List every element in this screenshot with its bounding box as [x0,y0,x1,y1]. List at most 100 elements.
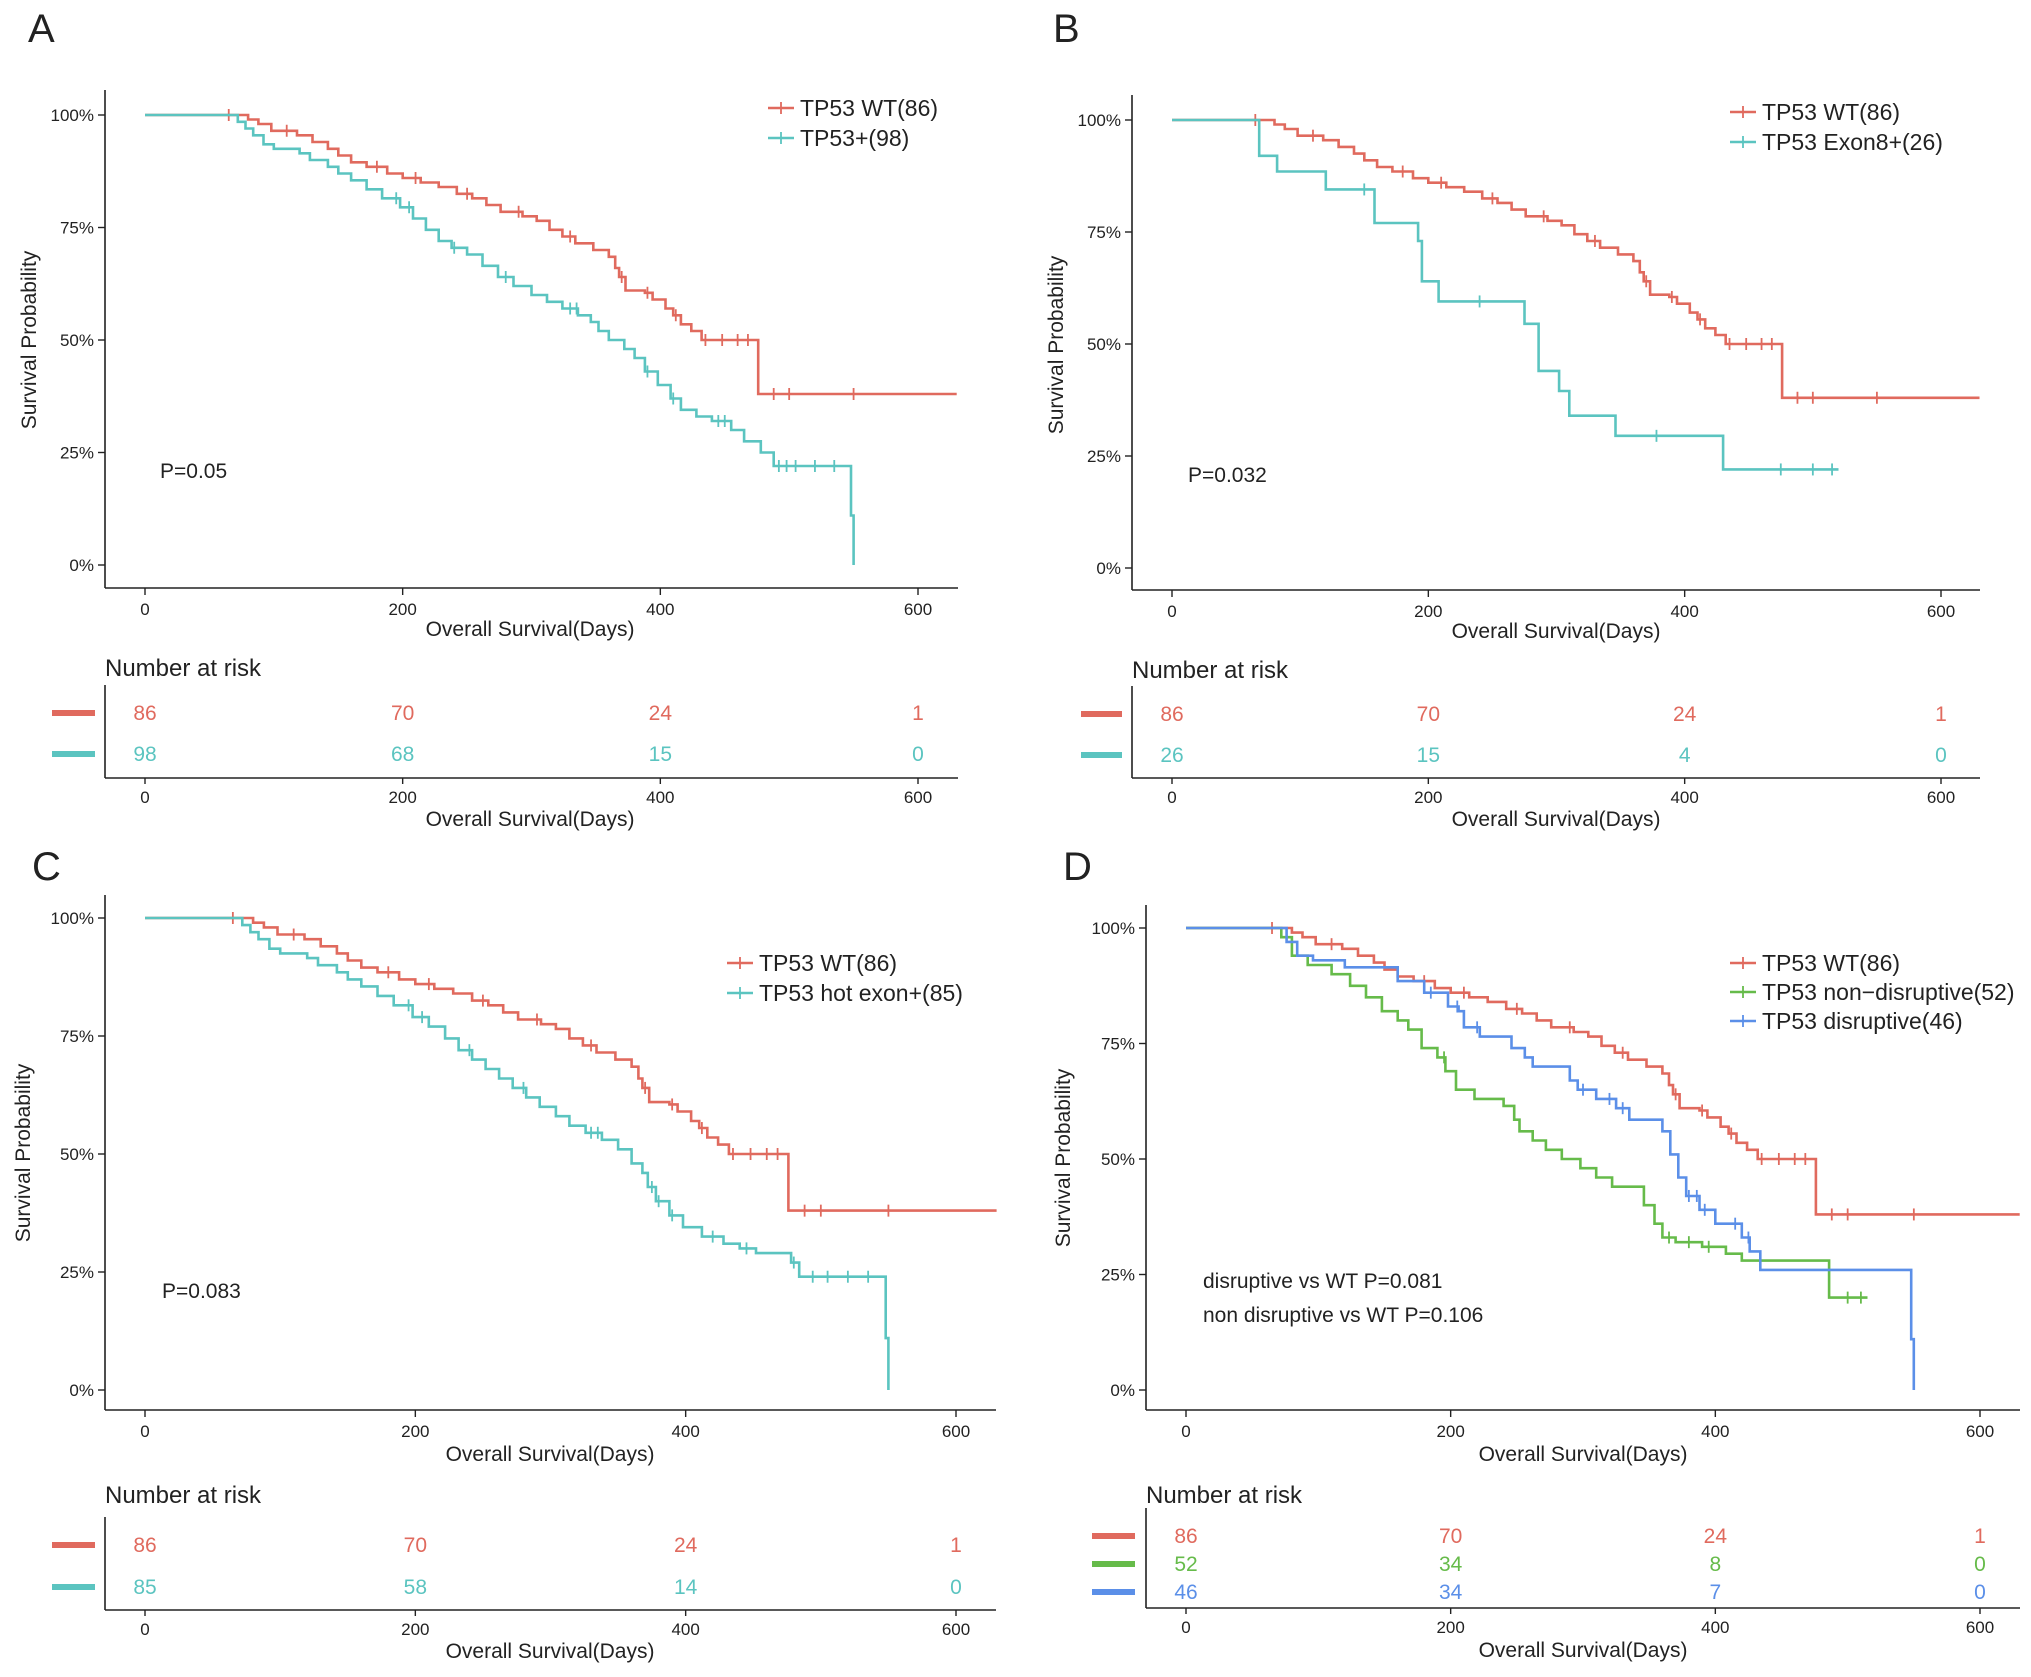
y-tick-label: 75% [1087,223,1121,242]
risk-count: 86 [1160,703,1183,726]
legend-label: TP53 hot exon+(85) [759,980,963,1006]
survival-curve-2 [1186,926,1868,1299]
risk-count: 58 [404,1576,427,1599]
legend-label: TP53 WT(86) [800,95,938,121]
risk-count: 14 [674,1576,698,1599]
risk-count: 34 [1439,1581,1463,1604]
x-tick-label: 200 [388,600,416,619]
panel-letter: C [32,845,61,889]
y-tick-label: 100% [51,909,94,928]
legend-label: TP53 Exon8+(26) [1762,129,1943,155]
risk-x-tick-label: 400 [646,788,674,807]
x-tick-label: 200 [401,1422,429,1441]
risk-count: 86 [1174,1525,1197,1548]
risk-x-tick-label: 200 [1436,1618,1464,1637]
y-tick-label: 50% [1101,1150,1135,1169]
risk-count: 8 [1709,1553,1721,1576]
survival-curve-1 [1186,926,2020,1216]
risk-count: 15 [649,743,672,766]
p-value-annotation: P=0.083 [162,1280,241,1303]
risk-x-axis-title: Overall Survival(Days) [446,1640,655,1663]
x-tick-label: 600 [1927,602,1955,621]
risk-count: 1 [1935,703,1947,726]
risk-count: 85 [133,1576,156,1599]
risk-count: 7 [1709,1581,1721,1604]
panel-letter: A [28,7,55,51]
y-tick-label: 25% [60,444,94,463]
y-tick-label: 75% [60,1027,94,1046]
y-tick-label: 0% [1110,1381,1135,1400]
y-axis-title: Survival Probability [1052,1068,1075,1247]
risk-x-tick-label: 400 [1701,1618,1729,1637]
x-tick-label: 200 [1414,602,1442,621]
risk-x-axis-title: Overall Survival(Days) [426,808,635,831]
risk-count: 0 [912,743,924,766]
risk-x-tick-label: 0 [1181,1618,1190,1637]
risk-count: 68 [391,743,414,766]
y-tick-label: 25% [1101,1266,1135,1285]
p-value-annotation: non disruptive vs WT P=0.106 [1203,1304,1483,1327]
risk-count: 26 [1160,744,1183,767]
risk-x-tick-label: 400 [671,1620,699,1639]
risk-count: 86 [133,702,156,725]
y-tick-label: 100% [51,106,94,125]
x-tick-label: 600 [942,1422,970,1441]
y-axis-title: Survival Probability [18,250,41,429]
risk-count: 24 [1704,1525,1728,1548]
y-tick-label: 100% [1092,919,1135,938]
y-axis-title: Survival Probability [1045,255,1068,434]
risk-count: 1 [950,1534,962,1557]
x-tick-label: 200 [1436,1422,1464,1441]
x-tick-label: 600 [904,600,932,619]
x-tick-label: 0 [1181,1422,1190,1441]
x-tick-label: 400 [646,600,674,619]
legend-label: TP53 WT(86) [1762,99,1900,125]
risk-count: 52 [1174,1553,1197,1576]
y-axis-title: Survival Probability [12,1063,35,1242]
risk-x-tick-label: 600 [904,788,932,807]
x-axis-title: Overall Survival(Days) [1452,620,1661,643]
risk-count: 0 [1974,1553,1986,1576]
risk-count: 34 [1439,1553,1463,1576]
risk-x-tick-label: 600 [1966,1618,1994,1637]
risk-count: 4 [1679,744,1691,767]
risk-x-axis-title: Overall Survival(Days) [1479,1639,1688,1662]
risk-count: 0 [1974,1581,1986,1604]
legend-label: TP53 disruptive(46) [1762,1008,1963,1034]
risk-count: 1 [912,702,924,725]
risk-x-tick-label: 600 [1927,788,1955,807]
risk-x-axis-title: Overall Survival(Days) [1452,808,1661,831]
risk-count: 70 [1417,703,1440,726]
p-value-annotation: P=0.032 [1188,464,1267,487]
risk-x-tick-label: 400 [1670,788,1698,807]
risk-table-title: Number at risk [1132,657,1289,684]
survival-curve-2 [145,113,855,565]
risk-count: 15 [1417,744,1440,767]
risk-table-title: Number at risk [1146,1482,1303,1509]
y-tick-label: 25% [60,1263,94,1282]
risk-count: 98 [133,743,156,766]
risk-count: 0 [950,1576,962,1599]
x-axis-title: Overall Survival(Days) [446,1443,655,1466]
x-axis-title: Overall Survival(Days) [1479,1443,1688,1466]
y-tick-label: 0% [69,1381,94,1400]
survival-curve-1 [1172,118,1980,400]
risk-count: 24 [674,1534,698,1557]
survival-curve-1 [145,113,957,396]
y-tick-label: 50% [60,331,94,350]
risk-count: 46 [1174,1581,1197,1604]
y-tick-label: 0% [69,556,94,575]
risk-count: 24 [1673,703,1697,726]
panel-c: C 0% 25% 50% 75% 100% 0 200 400 600 Overall Surviv… [12,845,997,1663]
risk-count: 70 [391,702,414,725]
legend-label: TP53 WT(86) [1762,950,1900,976]
risk-x-tick-label: 0 [140,1620,149,1639]
panel-letter: D [1063,845,1092,889]
x-axis-title: Overall Survival(Days) [426,618,635,641]
y-tick-label: 100% [1078,111,1121,130]
panel-a: A 0% 25% 50% 75% 100% 0 200 400 600 Overall Surviv… [18,7,958,831]
survival-curve-3 [1186,926,1916,1390]
p-value-annotation: P=0.05 [160,460,227,483]
